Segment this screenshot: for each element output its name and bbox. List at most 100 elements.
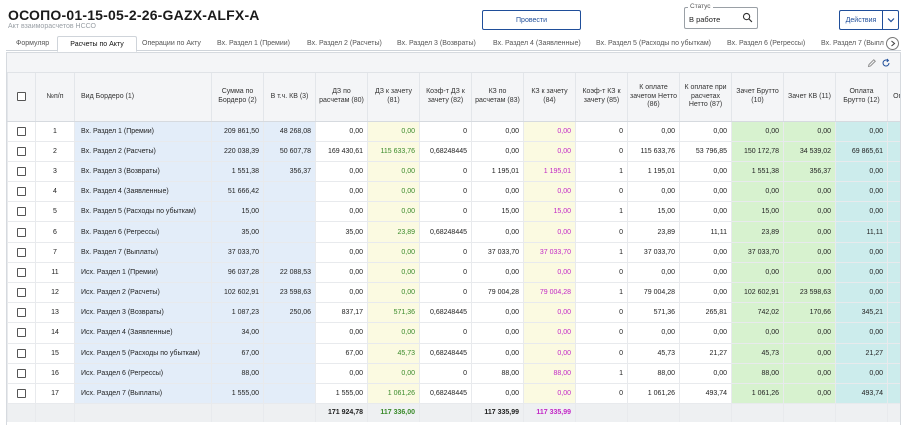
table-cell[interactable]: 0,68248445	[419, 383, 472, 405]
table-cell[interactable]: 0,00	[835, 262, 888, 284]
table-cell[interactable]: 0,00	[783, 181, 836, 203]
table-row[interactable]: 5 Вх. Раздел 5 (Расходы по убыткам) 15,00 0…	[7, 201, 900, 223]
tab-vh-razdel-5[interactable]: Вх. Раздел 5 (Расходы по убыткам)	[596, 40, 711, 47]
table-cell[interactable]: 37 033,70	[523, 242, 576, 263]
tabs-scroll-right-button[interactable]	[886, 37, 899, 50]
table-cell[interactable]: 571,36	[627, 302, 680, 324]
table-cell[interactable]: 0,00	[679, 121, 732, 142]
run-button[interactable]: Провести	[482, 10, 581, 30]
table-cell[interactable]: 1 061,26	[367, 383, 420, 405]
table-cell[interactable]	[887, 161, 900, 183]
table-cell[interactable]: 37 033,70	[471, 242, 524, 263]
table-cell[interactable]: 0,00	[679, 201, 732, 223]
table-cell[interactable]: 0,00	[783, 363, 836, 384]
table-cell[interactable]: 356,37	[263, 161, 316, 183]
table-cell[interactable]: Исх. Раздел 2 (Расчеты)	[74, 282, 212, 304]
row-checkbox[interactable]	[17, 166, 26, 176]
table-cell[interactable]: 1 061,26	[731, 383, 784, 405]
table-cell[interactable]: 45,73	[731, 343, 784, 364]
tab-vh-razdel-2[interactable]: Вх. Раздел 2 (Расчеты)	[307, 40, 382, 47]
column-header[interactable]: Вид Бордеро (1)	[74, 73, 212, 122]
table-cell[interactable]: 345,21	[835, 302, 888, 324]
table-cell[interactable]: 0,00	[679, 262, 732, 284]
table-cell[interactable]: 0	[419, 282, 472, 304]
table-cell[interactable]: 0,00	[471, 322, 524, 344]
column-header[interactable]: КЗ по расчетам (83)	[471, 73, 524, 122]
table-cell[interactable]: Вх. Раздел 1 (Премии)	[74, 121, 212, 142]
table-cell[interactable]: 0,00	[835, 363, 888, 384]
table-row[interactable]: 13 Исх. Раздел 3 (Возвраты) 1 087,23 250,06…	[7, 302, 900, 324]
table-cell[interactable]: 0,00	[783, 383, 836, 405]
table-cell[interactable]: 88,00	[523, 363, 576, 384]
table-cell[interactable]: 53 796,85	[679, 141, 732, 162]
table-cell[interactable]: 0,00	[679, 161, 732, 183]
row-checkbox[interactable]	[17, 187, 26, 197]
table-cell[interactable]: 0	[575, 121, 628, 142]
table-cell[interactable]: 1	[575, 242, 628, 263]
table-row[interactable]: 6 Вх. Раздел 6 (Регрессы) 35,00 35,00 23,89 0…	[7, 221, 900, 243]
table-cell[interactable]: 209 861,50	[211, 121, 264, 142]
table-cell[interactable]: 0,00	[315, 262, 368, 284]
table-cell[interactable]: 11,11	[679, 221, 732, 243]
table-cell[interactable]: 0,00	[679, 282, 732, 304]
table-cell[interactable]	[263, 343, 316, 364]
table-row[interactable]: 12 Исх. Раздел 2 (Расчеты) 102 602,91 23 59…	[7, 282, 900, 304]
table-cell[interactable]: 0,00	[315, 201, 368, 223]
table-cell[interactable]: 37 033,70	[731, 242, 784, 263]
table-cell[interactable]: 37 033,70	[211, 242, 264, 263]
table-cell[interactable]: 0	[575, 141, 628, 162]
table-cell[interactable]	[263, 201, 316, 223]
table-cell[interactable]: 0	[419, 262, 472, 284]
table-cell[interactable]: 0	[419, 363, 472, 384]
table-cell[interactable]: 1	[575, 282, 628, 304]
table-cell[interactable]: 1	[35, 121, 75, 142]
table-row[interactable]: 2 Вх. Раздел 2 (Расчеты) 220 038,39 50 607,…	[7, 141, 900, 162]
table-cell[interactable]: 0	[419, 242, 472, 263]
table-cell[interactable]	[887, 201, 900, 223]
table-cell[interactable]	[887, 282, 900, 304]
table-cell[interactable]: 0,00	[783, 242, 836, 263]
table-cell[interactable]: 1 551,38	[731, 161, 784, 183]
table-cell[interactable]: 170,66	[783, 302, 836, 324]
table-cell[interactable]: 0,00	[679, 242, 732, 263]
row-checkbox[interactable]	[17, 389, 26, 399]
row-checkbox[interactable]	[17, 146, 26, 156]
table-row[interactable]: 1 Вх. Раздел 1 (Премии) 209 861,50 48 268,0…	[7, 121, 900, 142]
table-cell[interactable]	[263, 242, 316, 263]
table-cell[interactable]: 0	[419, 161, 472, 183]
table-cell[interactable]: 0,00	[315, 322, 368, 344]
column-header[interactable]: Оп	[887, 73, 900, 122]
table-row[interactable]: 17 Исх. Раздел 7 (Выплаты) 1 555,00 1 555,0…	[7, 383, 900, 405]
table-cell[interactable]: 96 037,28	[211, 262, 264, 284]
table-cell[interactable]	[887, 302, 900, 324]
table-cell[interactable]: 220 038,39	[211, 141, 264, 162]
table-cell[interactable]: 23,89	[367, 221, 420, 243]
column-header[interactable]: Зачет Брутто (10)	[731, 73, 784, 122]
table-cell[interactable]: 7	[35, 242, 75, 263]
table-cell[interactable]: 0,00	[731, 322, 784, 344]
actions-dropdown-button[interactable]	[882, 10, 899, 30]
table-cell[interactable]: 0	[419, 322, 472, 344]
table-cell[interactable]: 50 607,78	[263, 141, 316, 162]
table-cell[interactable]: 0,00	[315, 121, 368, 142]
table-cell[interactable]: 15,00	[471, 201, 524, 223]
column-header[interactable]: ДЗ по расчетам (80)	[315, 73, 368, 122]
tab-raschety-po-aktu[interactable]: Расчеты по Акту	[57, 36, 137, 52]
table-cell[interactable]: 0,00	[367, 282, 420, 304]
table-cell[interactable]	[887, 181, 900, 203]
table-cell[interactable]: 0,00	[471, 383, 524, 405]
table-cell[interactable]	[887, 343, 900, 364]
table-cell[interactable]: 0,00	[835, 161, 888, 183]
table-row[interactable]: 11 Исх. Раздел 1 (Премии) 96 037,28 22 088,…	[7, 262, 900, 284]
table-cell[interactable]: 150 172,78	[731, 141, 784, 162]
column-header[interactable]: Коэф-т КЗ к зачету (85)	[575, 73, 628, 122]
table-cell[interactable]: 23,89	[731, 221, 784, 243]
table-cell[interactable]: 23 598,63	[263, 282, 316, 304]
table-cell[interactable]: 0,00	[731, 181, 784, 203]
table-cell[interactable]	[887, 262, 900, 284]
table-cell[interactable]: 0,00	[471, 302, 524, 324]
table-cell[interactable]: 1 555,00	[315, 383, 368, 405]
table-cell[interactable]: Исх. Раздел 1 (Премии)	[74, 262, 212, 284]
table-cell[interactable]: 0,00	[471, 221, 524, 243]
table-cell[interactable]: 2	[35, 141, 75, 162]
